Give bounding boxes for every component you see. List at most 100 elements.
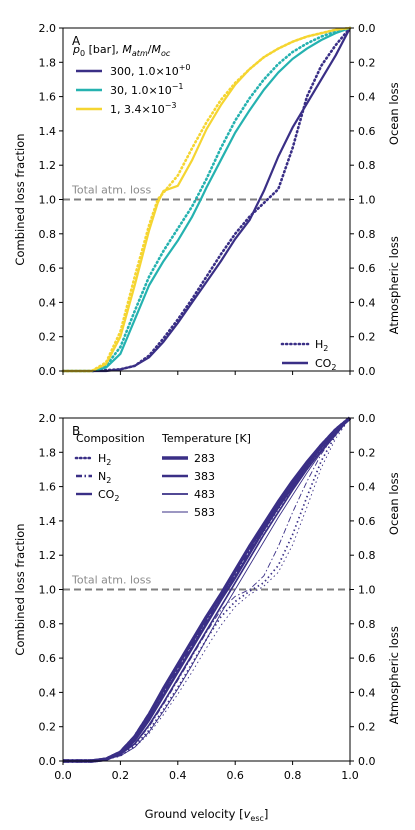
panel-a-right-y-ticks: 0.0 0.2 0.4 0.6 0.8 1.0 0.8 0.6 0.4 0.2 0.0 [350,22,376,378]
panel-b-right-y-tick-label: 0.2 [358,446,376,459]
panel-b-right-y-tick-label: 0.0 [358,755,376,768]
panel-b-temperature-label-2: 483 [194,488,215,501]
panel-a-legend-entries: 300, 1.0×10+0 30, 1.0×10−1 1, 3.4×10−3 [76,63,191,116]
panel-a-left-y-tick-label: 1.6 [39,91,57,104]
panel-b-left-y-tick-label: 0.8 [39,618,57,631]
panel-b-temperature-label-1: 383 [194,470,215,483]
panel-b-series-line-7-h2-483 [63,417,351,762]
panel-a-letter: A [72,34,81,48]
panel-b-series-line-2-co2-483 [63,417,351,762]
panel-a-series-line-3-h2 [61,26,352,373]
panel-a-legend-label-0: 300, 1.0×10+0 [110,63,191,78]
panel-b-right-y-tick-label: 0.6 [358,515,376,528]
panel-b-temperature-label-0: 283 [194,452,215,465]
panel-a-left-y-tick-label: 0.6 [39,262,57,275]
panel-b-composition-legend: Composition H2 N2 CO2 [74,432,145,503]
panel-b-left-y-tick-label: 1.0 [39,584,57,597]
panel-b-left-y-tick-label: 1.4 [39,515,57,528]
panel-b-left-y-tick-label: 0.0 [39,755,57,768]
panel-a-series [61,26,352,373]
panel-b-x-tick-label: 0.6 [226,769,244,782]
panel-b-left-y-tick-label: 0.4 [39,686,57,699]
panel-b-right-y-label-atmospheric: Atmospheric loss [387,626,401,724]
panel-b-x-tick-label: 1.0 [341,769,359,782]
panel-b-x-axis-label: Ground velocity [vesc] [145,807,269,823]
panel-a-total-atm-loss-annotation: Total atm. loss [71,184,151,197]
panel-b-series-line-3-co2-583 [63,417,351,762]
panel-b-composition-legend-title: Composition [76,432,145,445]
panel-a-right-y-tick-label: 1.0 [358,194,376,207]
panel-b-left-y-tick-label: 0.2 [39,721,57,734]
panel-a-legend-title: p0 [bar], Matm/Moc [72,43,171,58]
panel-a-style-legend-label-0: H2 [315,338,328,353]
panel-a-left-y-tick-label: 2.0 [39,22,57,35]
panel-a-legend-label-1: 30, 1.0×10−1 [110,82,184,97]
panel-a-right-y-tick-label: 0.0 [358,365,376,378]
panel-b-left-y-ticks: 0.0 0.2 0.4 0.6 0.8 1.0 1.2 1.4 1.6 1.8 2.0 [39,412,63,768]
panel-a-left-y-tick-label: 1.0 [39,194,57,207]
panel-b: Total atm. loss 0.0 0.2 0.4 0.6 0.8 1.0 1.2 1.4… [13,412,401,823]
panel-a-left-y-tick-label: 0.0 [39,365,57,378]
panel-a: Total atm. loss 0.0 0.2 0.4 0.6 0.8 1.0 1.2 1.4… [13,22,401,378]
panel-a-series-line-5-h2 [61,26,352,373]
panel-b-right-y-tick-label: 0.4 [358,481,376,494]
panel-b-temperature-legend: Temperature [K] 283 383 483 583 [161,432,251,519]
panel-a-style-legend-label-1: CO2 [315,357,336,372]
panel-a-left-y-tick-label: 0.4 [39,296,57,309]
panel-a-left-y-ticks: 0.0 0.2 0.4 0.6 0.8 1.0 1.2 1.4 1.6 1.8 2.0 [39,22,63,378]
panel-b-right-y-tick-label: 1.0 [358,584,376,597]
panel-a-right-y-tick-label: 0.8 [358,228,376,241]
panel-a-x-ticks [62,371,351,375]
panel-a-right-y-tick-label: 0.6 [358,262,376,275]
panel-a-left-y-tick-label: 1.4 [39,125,57,138]
panel-a-left-y-tick-label: 0.2 [39,331,57,344]
panel-b-left-y-axis-label: Combined loss fraction [13,523,27,655]
panel-b-composition-label-2: CO2 [98,488,119,503]
panel-a-right-y-tick-label: 0.2 [358,56,376,69]
panel-b-series-line-4-n2-283 [63,416,352,763]
panel-b-composition-label-1: N2 [98,470,111,485]
panel-b-composition-label-0: H2 [98,452,111,467]
panel-a-right-y-tick-label: 0.4 [358,296,376,309]
panel-a-legend-label-2: 1, 3.4×10−3 [110,101,177,116]
panel-b-right-y-tick-label: 0.8 [358,618,376,631]
panel-b-right-y-label-ocean: Ocean loss [387,472,401,535]
panel-b-series-line-5-n2-583 [63,417,351,762]
panel-a-right-y-tick-label: 0.6 [358,125,376,138]
panel-a-right-y-tick-label: 0.0 [358,22,376,35]
panel-b-total-atm-loss-annotation: Total atm. loss [71,574,151,587]
panel-b-temperature-legend-title: Temperature [K] [161,432,251,445]
panel-b-left-y-tick-label: 1.2 [39,549,57,562]
panel-a-right-y-tick-label: 0.2 [358,331,376,344]
panel-b-left-y-tick-label: 0.6 [39,652,57,665]
panel-a-left-y-axis-label: Combined loss fraction [13,133,27,265]
panel-b-right-y-tick-label: 0.2 [358,721,376,734]
panel-a-series-line-2-co2 [63,26,351,373]
panel-a-right-y-tick-label: 0.4 [358,91,376,104]
panel-a-left-y-tick-label: 1.8 [39,56,57,69]
panel-a-right-y-label-ocean: Ocean loss [387,82,401,145]
panel-a-right-y-label-atmospheric: Atmospheric loss [387,236,401,334]
panel-b-letter: B [72,424,80,438]
panel-a-series-line-1-h2 [61,26,352,373]
panel-b-x-tick-label: 0.8 [284,769,302,782]
panel-b-temperature-label-3: 583 [194,506,215,519]
panel-a-right-y-tick-label: 0.8 [358,159,376,172]
panel-a-legend: p0 [bar], Matm/Moc 300, 1.0×10+0 30, 1.0×… [72,43,191,116]
panel-b-right-y-ticks: 0.0 0.2 0.4 0.6 0.8 1.0 0.8 0.6 0.4 0.2 0.0 [350,412,376,768]
panel-b-right-y-tick-label: 0.6 [358,652,376,665]
panel-b-x-tick-label: 0.4 [169,769,187,782]
panel-b-right-y-tick-label: 0.8 [358,549,376,562]
panel-b-left-y-tick-label: 1.8 [39,446,57,459]
panel-a-left-y-tick-label: 1.2 [39,159,57,172]
panel-a-left-y-tick-label: 0.8 [39,228,57,241]
panel-b-left-y-tick-label: 2.0 [39,412,57,425]
panel-b-left-y-tick-label: 1.6 [39,481,57,494]
panel-b-x-ticks: 0.0 0.2 0.4 0.6 0.8 1.0 [54,761,359,782]
panel-b-right-y-tick-label: 0.4 [358,686,376,699]
panel-b-right-y-tick-label: 0.0 [358,412,376,425]
panel-b-series-line-6-h2-283 [63,416,352,763]
